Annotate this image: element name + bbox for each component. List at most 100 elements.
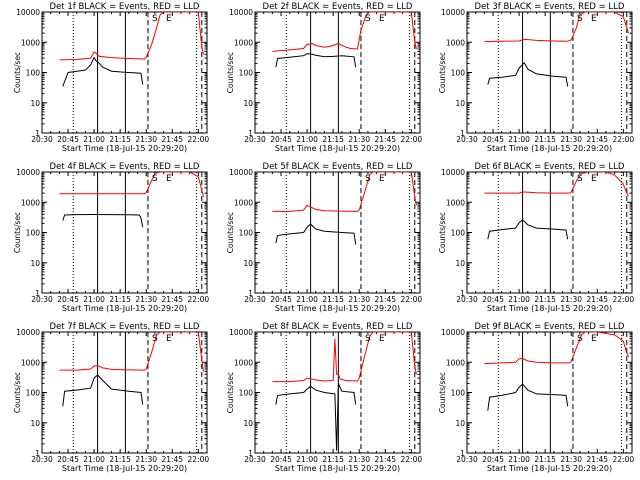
x-tick-label: 21:45 — [161, 455, 183, 464]
y-tick-label: 100 — [239, 389, 254, 398]
x-tick-label: 21:30 — [135, 135, 157, 144]
x-tick-label: 20:30 — [244, 455, 266, 464]
panel-title: Det 3f BLACK = Events, RED = LLD — [475, 2, 625, 12]
x-tick-label: 20:45 — [57, 295, 79, 304]
plot-frame — [466, 331, 633, 454]
y-tick-label: 1000 — [234, 198, 253, 207]
y-tick-label: 100 — [451, 69, 466, 78]
y-tick-label: 10000 — [16, 328, 40, 337]
y-tick-label: 1000 — [446, 358, 465, 367]
plot-frame — [466, 171, 633, 294]
x-tick-label: 21:00 — [83, 135, 105, 144]
overlay-label-s: S — [577, 334, 583, 344]
plot-frame — [41, 331, 208, 454]
x-tick-label: 22:00 — [401, 455, 423, 464]
x-tick-label: 20:45 — [270, 135, 292, 144]
x-axis-label: Start Time (18-Jul-15 20:29:20) — [275, 464, 400, 473]
x-axis-label: Start Time (18-Jul-15 20:29:20) — [487, 464, 612, 473]
y-tick-label: 1000 — [21, 38, 40, 47]
y-tick-label: 10 — [455, 419, 465, 428]
y-tick-label: 100 — [239, 229, 254, 238]
y-tick-label: 10 — [243, 419, 253, 428]
overlay-label-s: S — [577, 14, 583, 24]
panel-title: Det 5f BLACK = Events, RED = LLD — [263, 162, 413, 172]
lld-line — [59, 172, 204, 198]
overlay-label-e: E — [166, 334, 172, 344]
x-tick-label: 21:45 — [161, 295, 183, 304]
lld-line — [272, 332, 417, 383]
overlay-label-e: E — [166, 174, 172, 184]
overlay-label-e: E — [591, 14, 597, 24]
panel-det-8: Det 8f BLACK = Events, RED = LLD 1 10 100 10… — [226, 322, 422, 473]
y-tick-label: 100 — [26, 229, 41, 238]
panel-title: Det 7f BLACK = Events, RED = LLD — [50, 322, 200, 332]
panel-title: Det 4f BLACK = Events, RED = LLD — [50, 162, 200, 172]
events-line — [275, 383, 357, 451]
x-tick-label: 21:15 — [534, 135, 556, 144]
x-tick-label: 21:45 — [374, 135, 396, 144]
y-tick-label: 10 — [30, 99, 40, 108]
lld-line — [484, 332, 629, 365]
plot-frame — [41, 171, 208, 294]
x-tick-label: 21:30 — [560, 135, 582, 144]
overlay-label-s: S — [152, 174, 158, 184]
panel-title: Det 2f BLACK = Events, RED = LLD — [263, 2, 413, 12]
x-tick-label: 21:00 — [508, 295, 530, 304]
events-line — [275, 53, 357, 68]
x-axis-label: Start Time (18-Jul-15 20:29:20) — [62, 464, 187, 473]
x-tick-label: 22:00 — [613, 295, 635, 304]
events-line — [487, 219, 569, 240]
y-axis-label: Counts/sec — [13, 372, 22, 413]
y-tick-label: 1000 — [21, 198, 40, 207]
y-tick-label: 10 — [30, 419, 40, 428]
x-tick-label: 20:45 — [482, 135, 504, 144]
x-tick-label: 21:15 — [322, 135, 344, 144]
x-axis-label: Start Time (18-Jul-15 20:29:20) — [62, 144, 187, 153]
x-tick-label: 22:00 — [188, 295, 210, 304]
x-axis-label: Start Time (18-Jul-15 20:29:20) — [275, 304, 400, 313]
y-tick-label: 1 — [460, 289, 465, 298]
overlay-label-s: S — [365, 174, 371, 184]
y-tick-label: 10 — [455, 259, 465, 268]
y-tick-label: 10 — [30, 259, 40, 268]
x-tick-label: 22:00 — [613, 135, 635, 144]
overlay-label-s: S — [365, 334, 371, 344]
x-tick-label: 20:30 — [244, 295, 266, 304]
y-axis-label: Counts/sec — [226, 212, 235, 253]
x-tick-label: 22:00 — [188, 135, 210, 144]
x-tick-label: 20:30 — [31, 135, 53, 144]
x-tick-label: 21:30 — [348, 135, 370, 144]
y-tick-label: 1000 — [234, 358, 253, 367]
x-tick-label: 22:00 — [401, 135, 423, 144]
x-tick-label: 21:00 — [83, 295, 105, 304]
x-tick-label: 21:15 — [322, 295, 344, 304]
x-tick-label: 21:00 — [508, 455, 530, 464]
x-tick-label: 21:15 — [109, 135, 131, 144]
x-tick-label: 21:15 — [322, 455, 344, 464]
y-axis-label: Counts/sec — [13, 212, 22, 253]
x-tick-label: 21:00 — [296, 455, 318, 464]
x-tick-label: 21:45 — [374, 295, 396, 304]
plot-frame — [466, 11, 633, 134]
lld-line — [484, 172, 629, 197]
y-tick-label: 10000 — [441, 328, 465, 337]
y-tick-label: 1 — [35, 289, 40, 298]
x-tick-label: 20:45 — [482, 295, 504, 304]
x-tick-label: 21:30 — [135, 455, 157, 464]
y-tick-label: 1000 — [21, 358, 40, 367]
y-tick-label: 10000 — [229, 168, 253, 177]
events-line — [487, 383, 569, 411]
panel-det-3: Det 3f BLACK = Events, RED = LLD 1 10 100 10… — [438, 2, 634, 153]
x-tick-label: 21:00 — [508, 135, 530, 144]
x-tick-label: 20:30 — [31, 455, 53, 464]
x-tick-label: 20:45 — [57, 135, 79, 144]
panel-det-5: Det 5f BLACK = Events, RED = LLD 1 10 100 10… — [226, 162, 422, 313]
x-tick-label: 22:00 — [188, 455, 210, 464]
y-tick-label: 10000 — [229, 8, 253, 17]
x-tick-label: 21:30 — [560, 295, 582, 304]
x-tick-label: 20:45 — [57, 455, 79, 464]
x-tick-label: 21:30 — [348, 295, 370, 304]
y-tick-label: 10000 — [229, 328, 253, 337]
overlay-label-e: E — [166, 14, 172, 24]
